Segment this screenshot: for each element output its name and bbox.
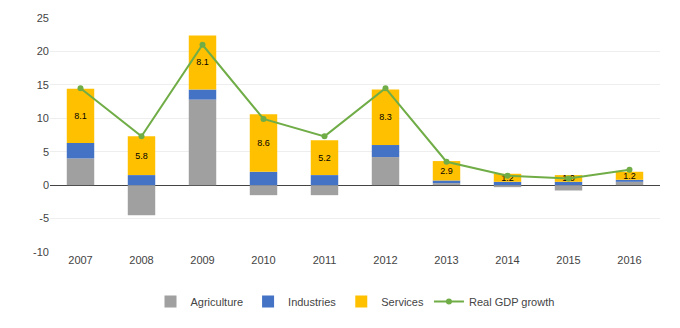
svg-text:8.6: 8.6 xyxy=(257,138,270,148)
svg-text:1.0: 1.0 xyxy=(562,173,575,183)
svg-text:2007: 2007 xyxy=(68,254,92,266)
svg-text:2009: 2009 xyxy=(190,254,214,266)
svg-text:2015: 2015 xyxy=(556,254,580,266)
svg-text:0: 0 xyxy=(43,179,49,191)
svg-text:1.2: 1.2 xyxy=(501,173,514,183)
svg-text:15: 15 xyxy=(37,79,49,91)
svg-text:2.9: 2.9 xyxy=(440,166,453,176)
svg-text:25: 25 xyxy=(37,12,49,24)
svg-text:1.2: 1.2 xyxy=(623,171,636,181)
svg-text:5: 5 xyxy=(43,146,49,158)
svg-text:-10: -10 xyxy=(33,246,49,258)
svg-text:Agriculture: Agriculture xyxy=(191,296,244,308)
svg-text:8.3: 8.3 xyxy=(379,112,392,122)
svg-text:2016: 2016 xyxy=(617,254,641,266)
svg-text:5.2: 5.2 xyxy=(318,153,331,163)
svg-text:10: 10 xyxy=(37,112,49,124)
svg-text:5.8: 5.8 xyxy=(135,151,148,161)
svg-text:8.1: 8.1 xyxy=(74,111,87,121)
svg-text:Services: Services xyxy=(381,296,424,308)
svg-text:Real GDP growth: Real GDP growth xyxy=(469,296,554,308)
svg-text:-5: -5 xyxy=(39,212,49,224)
svg-text:2012: 2012 xyxy=(373,254,397,266)
svg-text:8.1: 8.1 xyxy=(196,57,209,67)
svg-text:2008: 2008 xyxy=(129,254,153,266)
svg-text:2013: 2013 xyxy=(434,254,458,266)
svg-text:2010: 2010 xyxy=(251,254,275,266)
svg-text:2011: 2011 xyxy=(313,254,337,266)
svg-text:2014: 2014 xyxy=(495,254,519,266)
svg-text:20: 20 xyxy=(37,45,49,57)
svg-text:Industries: Industries xyxy=(288,296,336,308)
